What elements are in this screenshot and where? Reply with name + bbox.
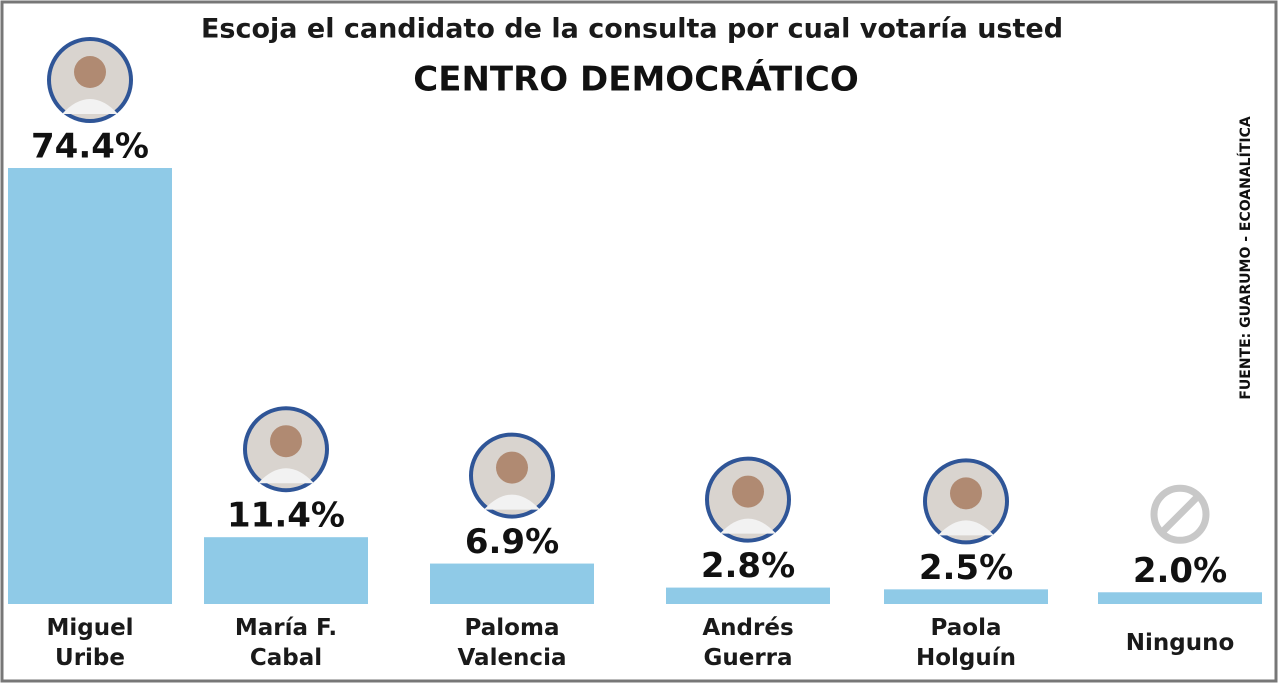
category-box: María F. Cabal xyxy=(211,608,361,678)
bar xyxy=(666,587,830,604)
photo-head xyxy=(950,477,982,510)
value-label: 74.4% xyxy=(31,127,149,167)
category-box: Paloma Valencia xyxy=(437,608,587,678)
value-label: 6.9% xyxy=(465,522,559,562)
category-box: Andrés Guerra xyxy=(673,608,823,678)
category-box: Miguel Uribe xyxy=(15,608,165,678)
x-tick-label: Ninguno xyxy=(1125,630,1235,656)
bar xyxy=(8,168,172,605)
chart-subtitle: CENTRO DEMOCRÁTICO xyxy=(413,59,858,100)
photo-head xyxy=(270,425,302,458)
x-tick-label: Andrés Guerra xyxy=(702,615,794,671)
photo-head xyxy=(496,451,528,484)
category-box: Paola Holguín xyxy=(891,608,1041,678)
bar xyxy=(884,589,1048,604)
photo-head xyxy=(732,475,764,508)
bar xyxy=(204,537,368,604)
source-note: FUENTE: GUARUMO - ECOANALÍTICA xyxy=(1237,116,1254,400)
bar xyxy=(1098,592,1262,604)
photo-body xyxy=(938,520,994,536)
x-tick-label: Paola Holguín xyxy=(915,615,1017,671)
value-label: 2.5% xyxy=(919,548,1013,588)
none-icon-slash xyxy=(1159,493,1201,535)
none-icon xyxy=(1150,484,1210,544)
photo-body xyxy=(258,468,314,484)
chart-title: Escoja el candidato de la consulta por c… xyxy=(201,14,1063,45)
photo-body xyxy=(720,518,776,534)
photo-body xyxy=(62,99,118,115)
x-tick-label: Paloma Valencia xyxy=(457,615,567,671)
x-tick-label: Miguel Uribe xyxy=(46,615,134,671)
value-label: 2.0% xyxy=(1133,551,1227,591)
value-label: 11.4% xyxy=(227,496,345,536)
photo-body xyxy=(484,494,540,510)
bar xyxy=(430,563,594,604)
value-label: 2.8% xyxy=(701,546,795,586)
category-box: Ninguno xyxy=(1105,608,1255,678)
photo-head xyxy=(74,56,106,89)
x-tick-label: María F. Cabal xyxy=(234,615,338,671)
